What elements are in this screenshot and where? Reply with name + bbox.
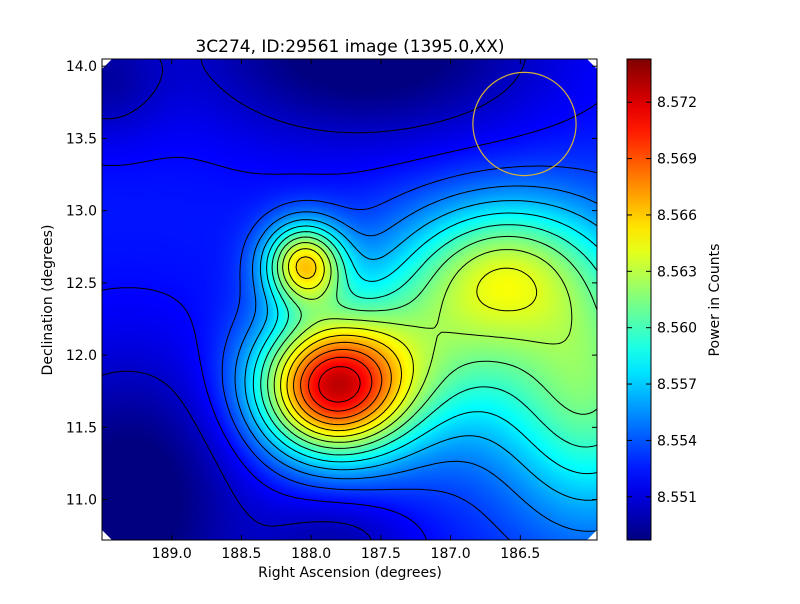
colorbar-tick-label: 8.554	[657, 433, 697, 449]
colorbar-tick-label: 8.560	[657, 321, 697, 337]
colorbar-gradient	[626, 58, 652, 541]
x-tick-label: 186.5	[500, 546, 540, 562]
colorbar-ticks: 8.551 8.554 8.557 8.560 8.563 8.566 8.569 8.572	[627, 95, 697, 506]
colorbar-tick-label: 8.551	[657, 490, 697, 506]
colorbar-tick-label: 8.572	[657, 95, 697, 111]
contour-line	[273, 242, 573, 443]
contour-line	[102, 59, 526, 540]
x-tick-label: 188.0	[291, 546, 331, 562]
colorbar-tick-label: 8.569	[657, 152, 697, 168]
contour-line	[102, 102, 597, 540]
colorbar-label: Power in Counts	[707, 244, 723, 357]
contour-line	[244, 200, 597, 501]
y-tick-label: 12.5	[66, 276, 97, 292]
x-tick-label: 188.5	[221, 546, 261, 562]
y-tick-label: 13.0	[66, 204, 97, 220]
colorbar-tick-label: 8.563	[657, 264, 697, 280]
x-tick-label: 189.0	[152, 546, 192, 562]
x-tick-label: 187.0	[431, 546, 471, 562]
colorbar-tick-label: 8.566	[657, 208, 697, 224]
y-axis: 11.0 11.5 12.0 12.5 13.0 13.5 14.0	[66, 59, 597, 509]
chart-title: 3C274, ID:29561 image (1395.0,XX)	[195, 37, 504, 57]
colorbar-tick-label: 8.557	[657, 377, 697, 393]
y-tick-label: 14.0	[66, 59, 97, 75]
colorbar: 8.551 8.554 8.557 8.560 8.563 8.566 8.569 8.572…	[626, 58, 723, 541]
beam-circle	[472, 71, 577, 177]
contour-line	[286, 256, 402, 432]
contour-line	[308, 356, 373, 412]
contour-lines	[102, 59, 597, 540]
contour-line	[280, 248, 538, 437]
x-axis: 189.0 188.5 188.0 187.5 187.0 186.5	[152, 59, 540, 562]
contour-line	[318, 366, 361, 403]
plot-area	[101, 58, 598, 541]
y-tick-label: 11.5	[66, 420, 97, 436]
contour-line	[267, 235, 597, 449]
contour-line	[221, 165, 597, 540]
heatmap-image	[102, 59, 597, 540]
x-tick-label: 187.5	[361, 546, 401, 562]
plot-frame	[101, 58, 598, 541]
contour-line	[260, 224, 597, 456]
y-tick-label: 13.5	[66, 131, 97, 147]
x-axis-label: Right Ascension (degrees)	[258, 565, 442, 581]
contour-line	[293, 341, 392, 426]
contour-line	[234, 185, 597, 532]
y-axis-label: Declination (degrees)	[40, 225, 56, 376]
y-tick-label: 12.0	[66, 348, 97, 364]
contour-line	[252, 212, 597, 475]
y-tick-label: 11.0	[66, 493, 97, 509]
contour-line	[300, 349, 383, 419]
